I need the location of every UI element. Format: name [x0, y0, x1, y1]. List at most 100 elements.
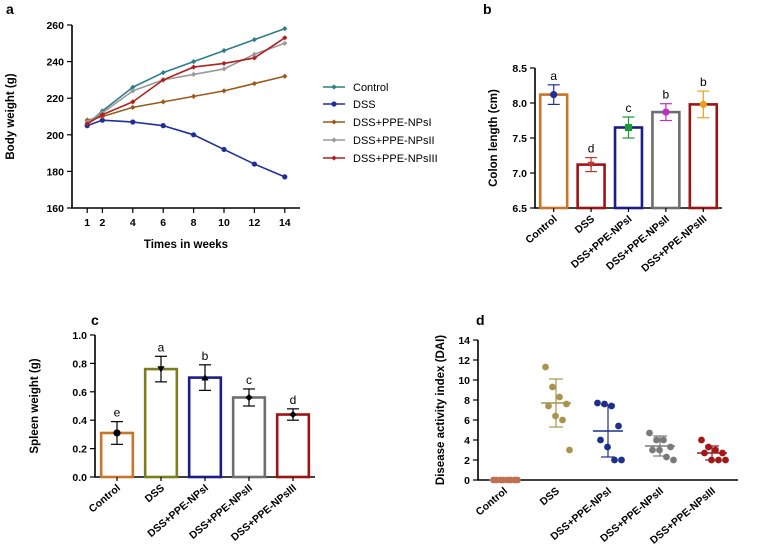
panel-a-series-line [86, 119, 286, 178]
panel-d-data-point [556, 393, 563, 401]
panel-a-data-point [251, 51, 257, 57]
panel-c-xtick-label: DSS [143, 482, 167, 505]
panel-b-mean-marker [624, 123, 633, 132]
panel-b-ylabel: Colon length (cm) [488, 89, 500, 187]
panel-a-xtick-label: 8 [191, 217, 197, 229]
panel-c-ylabel: Spleen weight (g) [29, 358, 41, 453]
panel-label-c: c [91, 312, 99, 328]
panel-d-xtick-label: DSS [538, 485, 562, 508]
panel-b-xtick-label: DSS+PPE-NPsIII [639, 213, 709, 275]
panel-a-data-point [221, 66, 227, 72]
panel-c-ytick-label: 0.8 [72, 358, 87, 370]
panel-a-data-point [160, 69, 166, 76]
panel-a-series-line [86, 42, 286, 123]
panel-a-legend-marker [331, 84, 337, 90]
panel-b-mean-marker [587, 161, 595, 169]
panel-a-ylabel: Body weight (g) [5, 73, 17, 159]
panel-b-significance-letter: b [700, 75, 707, 89]
panel-c-ytick-label: 0.6 [72, 387, 87, 399]
panel-c-significance-letter: d [290, 393, 297, 407]
panel-b-xtick-label: DSS [573, 213, 597, 236]
panel-a-data-point [84, 121, 90, 127]
panel-d-data-point [705, 443, 712, 451]
panel-a-ytick-label: 240 [46, 57, 64, 69]
panel-b-significance-letter: b [663, 88, 670, 102]
panel-d-data-point [698, 436, 705, 444]
panel-a-axes [71, 25, 300, 209]
panel-d-data-point [611, 456, 618, 464]
panel-a-data-point [191, 64, 197, 70]
panel-label-a: a [6, 1, 14, 17]
panel-a-xtick-label: 10 [218, 217, 230, 229]
panel-a-data-point [130, 104, 136, 110]
panel-a-legend-marker [331, 137, 337, 143]
panel-a-data-point [282, 73, 288, 79]
panel-d-data-point [653, 436, 660, 444]
panel-d-data-point [615, 422, 622, 430]
panel-d-data-point [545, 402, 552, 410]
panel-d-ytick-label: 6 [464, 415, 470, 427]
panel-b-bar [651, 110, 681, 210]
panel-c-bar [187, 376, 223, 479]
panel-a-data-point [191, 132, 197, 138]
panel-d-data-point [712, 446, 719, 454]
panel-a-data-point [130, 99, 136, 105]
panel-a-data-point [251, 37, 257, 43]
panel-c-significance-letter: c [246, 373, 252, 387]
panel-a-data-point [160, 77, 166, 83]
panel-b-xtick-label: DSS+PPE-NPsII [604, 213, 672, 273]
panel-c-mean-marker [245, 393, 253, 402]
panel-a-ytick-label: 200 [46, 130, 64, 142]
panel-b-ytick-label: 8.5 [512, 63, 527, 75]
panel-c-bar [231, 396, 267, 479]
panel-b-mean-marker [550, 91, 558, 99]
panel-a-data-point [282, 35, 288, 41]
panel-a-data-point [221, 60, 227, 67]
panel-d-ytick-label: 14 [458, 335, 470, 347]
panel-d-ytick-label: 2 [464, 455, 470, 467]
panel-a-ytick-label: 160 [46, 203, 64, 215]
panel-c-ytick-label: 0.0 [72, 472, 87, 484]
panel-a-data-point [282, 174, 288, 180]
panel-a-data-point [221, 88, 227, 94]
panel-d-xtick-label: Control [474, 485, 510, 518]
panel-a-data-point [191, 59, 197, 65]
panel-a-data-point [282, 40, 288, 46]
panel-b-ytick-label: 6.5 [512, 203, 527, 215]
panel-d-data-point [646, 429, 653, 437]
panel-d-ytick-label: 10 [458, 375, 470, 387]
panel-a-data-point [221, 146, 227, 153]
panel-c-xtick-label: Control [87, 482, 123, 515]
panel-d-data-point [649, 446, 656, 454]
panel-d-data-point [559, 416, 566, 424]
panel-a-ytick-label: 180 [46, 166, 64, 178]
panel-a-ytick-label: 260 [46, 20, 64, 32]
panel-c-mean-marker [157, 366, 165, 373]
panel-a-data-point [221, 48, 227, 54]
panel-b-ytick-label: 7.5 [512, 133, 527, 145]
panel-a-data-point [130, 88, 136, 94]
panel-c-ytick-label: 0.2 [72, 444, 87, 456]
panel-b-bar [613, 126, 644, 210]
panel-d-data-point [566, 446, 573, 454]
panel-d-data-point [597, 436, 604, 444]
panel-a-data-point [251, 80, 257, 87]
panel-d-data-point [601, 400, 608, 408]
panel-c-mean-marker [113, 429, 121, 437]
panel-b-bar [688, 103, 719, 210]
panel-b-mean-marker [699, 100, 707, 108]
panel-b-significance-letter: d [588, 142, 595, 156]
panel-a-xtick-label: 2 [99, 217, 105, 229]
panel-c-significance-letter: a [158, 340, 165, 354]
panel-d-data-point [594, 399, 601, 407]
panel-label-b: b [483, 1, 492, 17]
panel-b-significance-letter: a [550, 69, 557, 83]
panel-d-data-point [542, 363, 549, 371]
panel-c-bar [275, 413, 311, 479]
panel-a-series-line [86, 37, 286, 125]
panel-c-ytick-label: 1.0 [72, 330, 87, 342]
panel-a-legend-label: DSS [353, 99, 376, 111]
panel-d-ytick-label: 4 [464, 435, 470, 447]
panel-a-ytick-label: 220 [46, 93, 64, 105]
